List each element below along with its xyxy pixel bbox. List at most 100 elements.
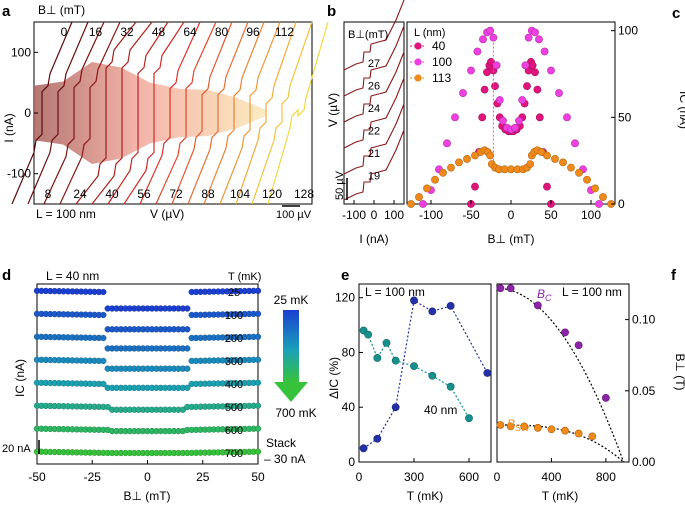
panel-c-point-100 — [479, 35, 487, 44]
panel-e-x-axis-label: T (mK) — [407, 489, 443, 503]
panel-e-ytick-label: 0 — [348, 455, 355, 469]
panel-c-legend-marker — [414, 42, 422, 50]
panel-c-point-100 — [515, 116, 523, 125]
panel-a-iv-curve — [43, 21, 105, 205]
panel-label-e: e — [341, 267, 349, 284]
panel-a-bottom-values: 8 24 40 56 72 88 104 120 128 — [45, 187, 315, 201]
panel-f-frame — [496, 283, 630, 463]
panel-e-annotation: L = 100 nm — [365, 285, 425, 299]
panel-a-field-value: 48 — [152, 25, 166, 39]
panel-b-y-axis-label: V (µV) — [326, 93, 340, 127]
panel-e-point — [446, 302, 455, 310]
panel-d-temperature-label: 400 — [225, 379, 243, 391]
panel-f-point-BSW — [506, 422, 515, 431]
panel-f-point-BC — [601, 394, 610, 402]
panel-d-xtick-label: 25 — [196, 470, 210, 484]
panel-c-point-113 — [447, 163, 455, 172]
panel-e-xtick-label: 600 — [459, 470, 479, 484]
panel-b-field-value: 19 — [368, 171, 380, 183]
panel-c-point-100 — [489, 33, 498, 42]
panel-e-ticks: 0 300 600 0 40 80 120 — [335, 291, 479, 484]
panel-c-point-113 — [559, 158, 567, 167]
panel-d-colorbar-bottom: 700 mK — [275, 406, 316, 420]
panel-c-point-113 — [567, 163, 575, 172]
panel-f-point-BC — [561, 328, 569, 337]
panel-c-point-40 — [543, 182, 551, 191]
panel-f-point-BSW — [533, 423, 542, 432]
panel-b-vi-curve — [343, 25, 405, 97]
panel-c-point-40 — [491, 82, 499, 91]
panel-c-point-113 — [471, 151, 479, 160]
panel-c-point-100 — [524, 33, 533, 42]
panel-c-point-100 — [563, 113, 571, 122]
panel-c-point-113 — [455, 158, 463, 167]
panel-c-point-40 — [533, 85, 542, 94]
panel-b-field-value: 27 — [368, 58, 380, 70]
panel-b-vi-curve — [343, 129, 405, 201]
panel-c-point-40 — [487, 57, 495, 66]
panel-d-point-500 — [254, 402, 262, 409]
panel-c-xtick-label: 50 — [544, 208, 558, 222]
panel-d-xtick-label: -25 — [84, 470, 102, 484]
panel-d-temperature-labels: 25 100 200 300 400 500 600 700 — [225, 287, 243, 460]
panel-f-point-BSW — [547, 425, 556, 434]
panel-f-point-BSW — [520, 422, 529, 431]
panel-d-point-400 — [254, 379, 262, 386]
panel-a-ytick-label: 0 — [24, 106, 31, 120]
panel-c-point-100 — [571, 139, 579, 148]
panel-e-point — [465, 414, 473, 423]
panel-a-iv-curve — [235, 21, 297, 205]
panel-f-fit-bsw — [496, 424, 624, 463]
panel-c-point-113 — [439, 168, 447, 177]
panel-b-field-value: 22 — [368, 126, 380, 138]
panel-c-point-100 — [467, 66, 475, 75]
panel-d-temperature-label: 500 — [225, 402, 243, 414]
panel-c-xtick-label: -100 — [419, 208, 443, 222]
panel-e-point — [428, 307, 437, 316]
panel-d-colorbar — [283, 310, 299, 382]
panel-a-bottom-value: 24 — [73, 187, 87, 201]
panel-e-point — [373, 434, 382, 443]
panel-d-temperature-label: 300 — [225, 356, 243, 368]
panel-a-iv-curve — [107, 21, 169, 205]
panel-a-iv-curve — [187, 21, 249, 205]
panel-c: -100 -50 0 50 100 0 50 100 L (nm) 40 100 113 B⊥ (… — [406, 21, 685, 246]
panel-c-plot — [407, 26, 615, 208]
panel-c-point-113 — [599, 193, 607, 201]
panel-c-point-100 — [595, 200, 603, 208]
panel-a-field-value: 32 — [120, 25, 134, 39]
panel-c-point-40 — [528, 61, 537, 70]
panel-c-point-100 — [451, 113, 459, 122]
panel-c-legend-title: L (nm) — [414, 27, 445, 39]
panel-d-legend-title: T (mK) — [228, 271, 261, 283]
panel-c-y-axis-label: IC (nA) — [677, 91, 685, 129]
panel-c-legend-label: 113 — [432, 71, 451, 85]
panel-d-point-300 — [184, 365, 191, 372]
panel-c-point-113 — [591, 184, 599, 193]
panel-a-bottom-value: 56 — [137, 187, 151, 201]
panel-a-field-values: 0 16 32 48 64 80 96 112 — [61, 25, 295, 39]
panel-d-point-100 — [100, 311, 107, 319]
panel-d-point-600 — [254, 425, 262, 432]
panel-a-plot — [11, 21, 329, 205]
panel-f-ytick-label: 0.10 — [632, 313, 656, 327]
panel-c-x-axis-label: B⊥ (mT) — [487, 232, 534, 246]
panel-f-bsw-main: B — [507, 417, 515, 431]
panel-d-temperature-label: 700 — [225, 448, 243, 460]
panel-d-x-axis-label: B⊥ (mT) — [123, 489, 170, 503]
panel-c-point-100 — [473, 47, 482, 56]
panel-c-point-40 — [531, 68, 539, 77]
panel-e-point — [391, 356, 400, 365]
panel-e-point — [483, 369, 492, 377]
panel-d-point-100 — [184, 326, 191, 333]
panel-a-iv-curve — [75, 21, 137, 205]
panel-b-field-value: 24 — [368, 103, 380, 115]
panel-d-temperature-label: 100 — [225, 310, 243, 322]
panel-b-field-value: 21 — [368, 148, 380, 160]
panel-c-xtick-label: 100 — [581, 208, 601, 222]
panel-a-iv-curve — [155, 21, 217, 205]
panel-e-point — [446, 382, 455, 391]
panel-d-plot — [33, 287, 262, 457]
panel-f-fit-bc — [496, 287, 625, 463]
panel-c-point-113 — [407, 200, 415, 208]
